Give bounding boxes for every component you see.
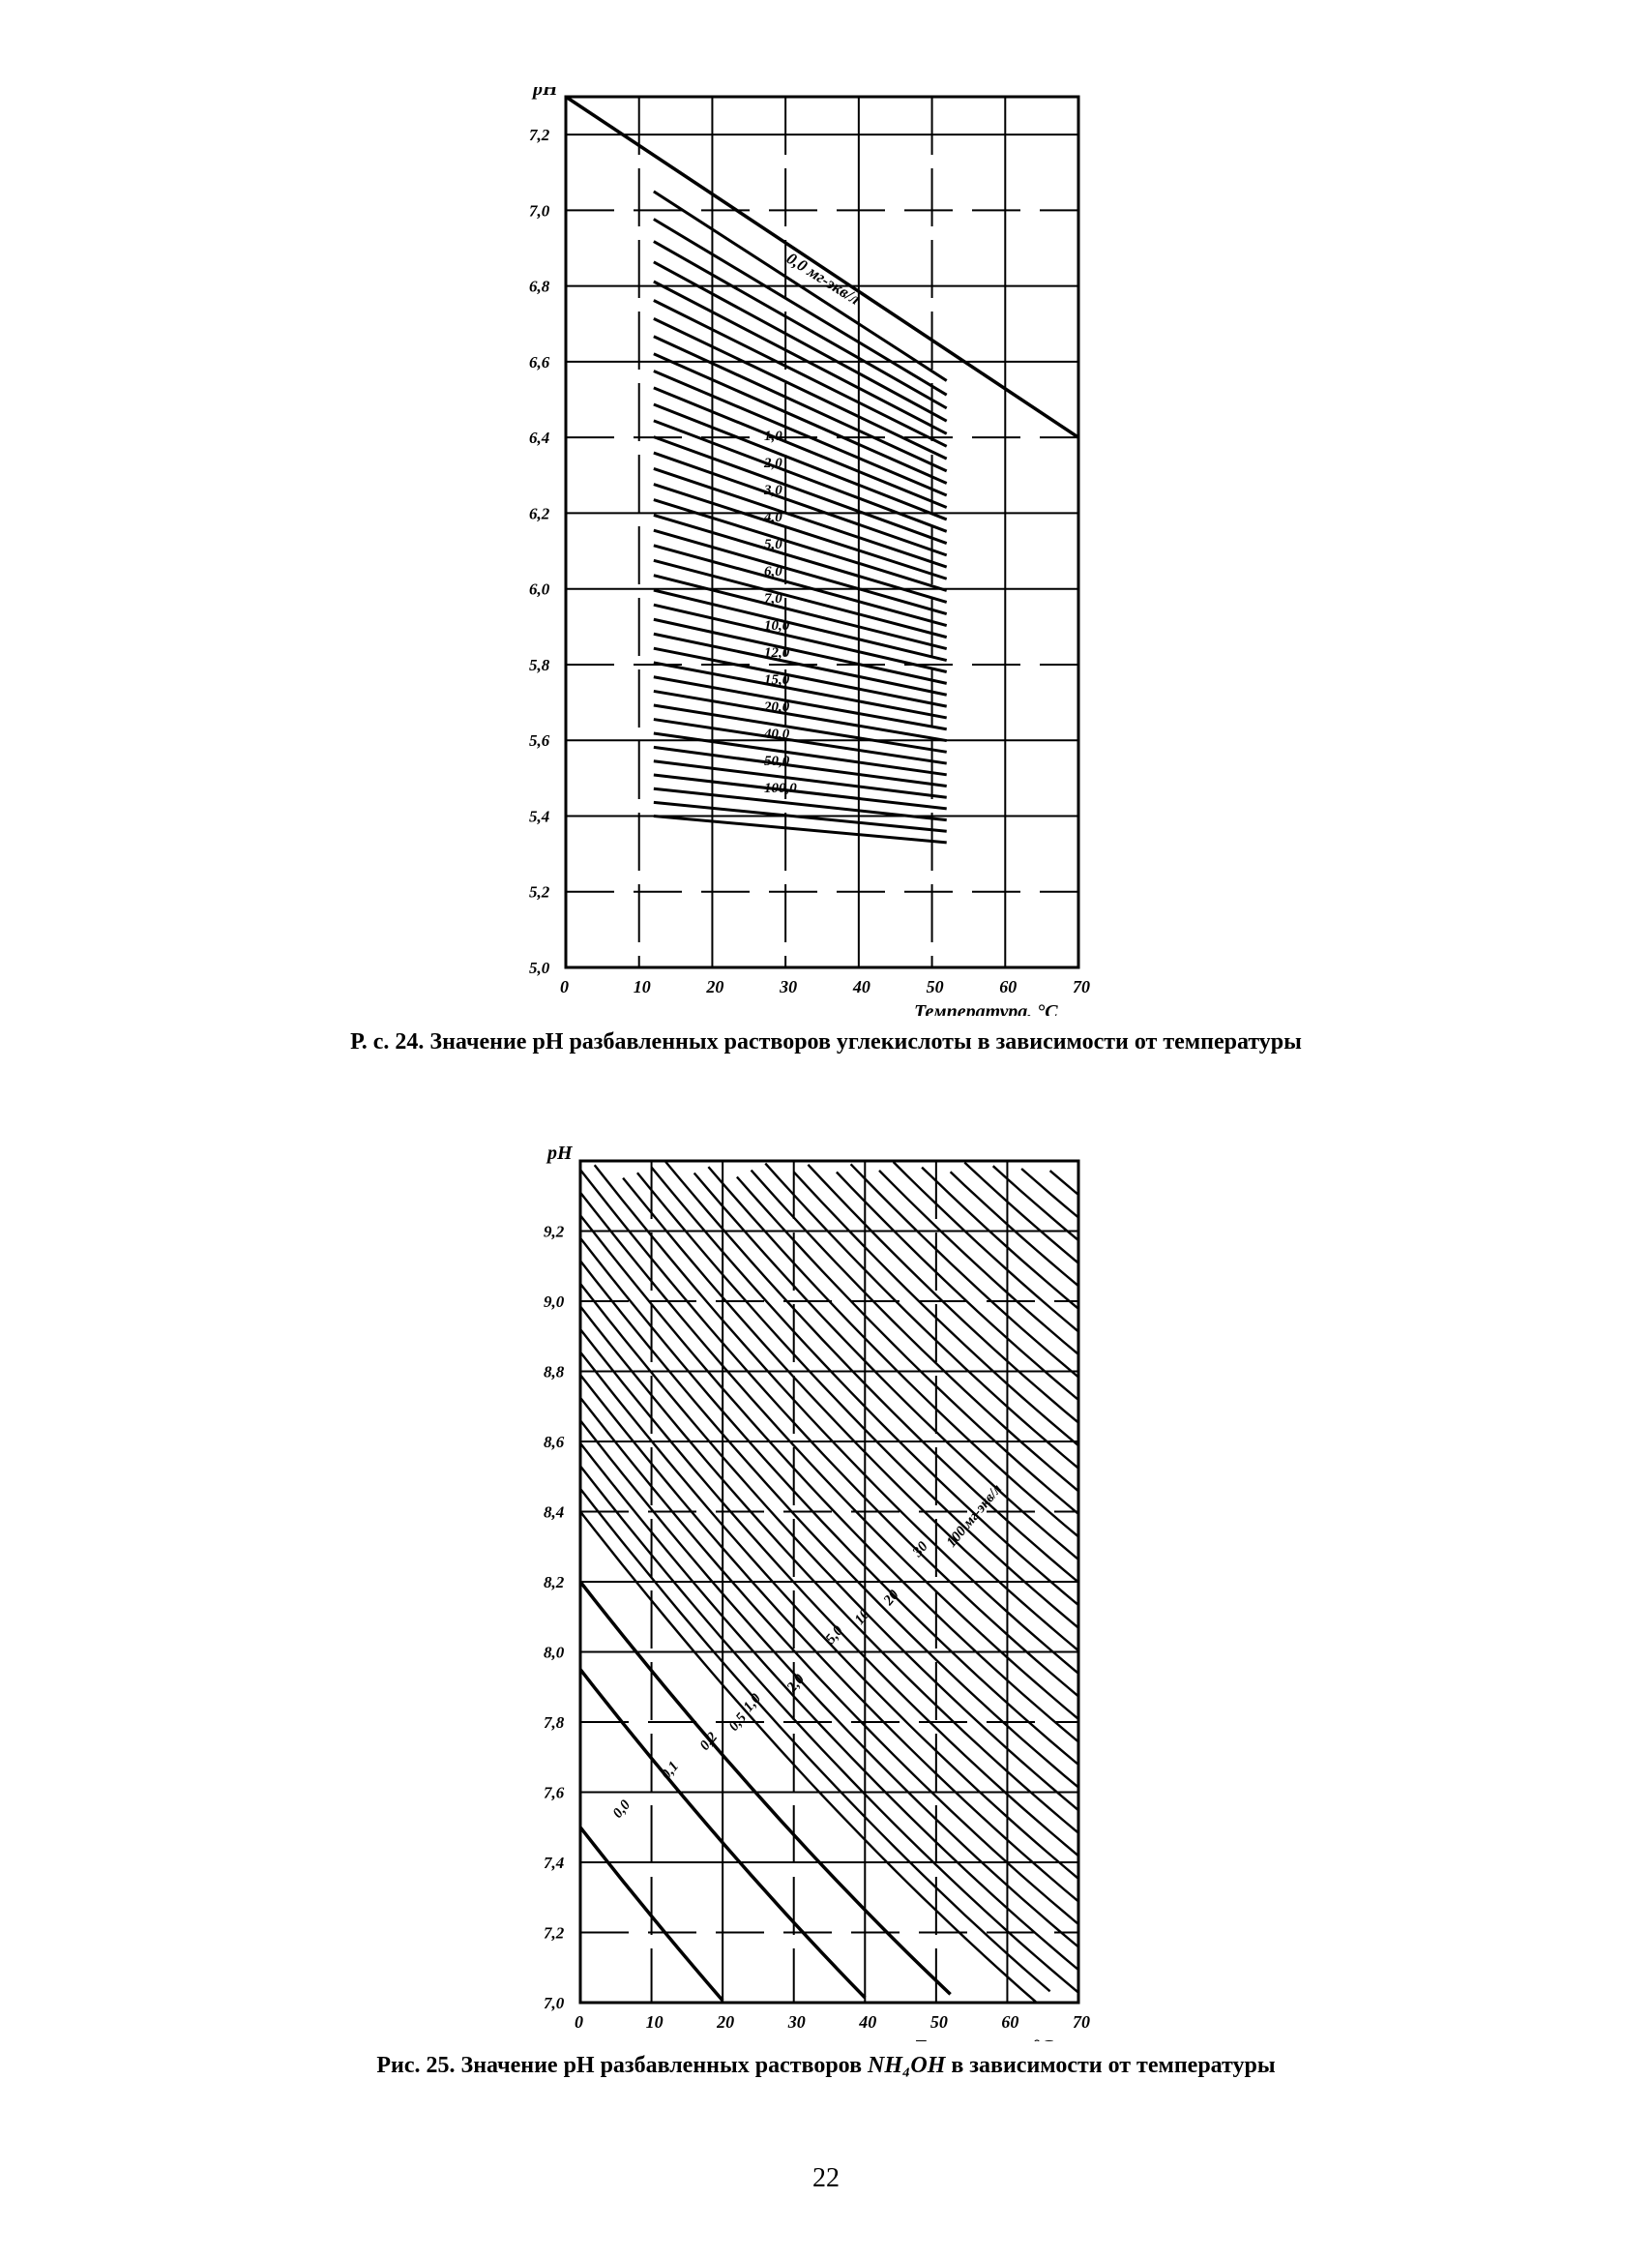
figure-25-caption: Рис. 25. Значение pH разбавленных раство…: [0, 2053, 1652, 2079]
chart1-grid: [564, 95, 1080, 969]
chart2-tick-labels: 0 10 20 30 40 50 60 70 7,0 7,2 7,4 7,6 7,8 8,0 8,2 8,4 8…: [544, 1143, 1090, 2041]
caption-formula: NH₄OH: [868, 2053, 946, 2078]
svg-text:5,0: 5,0: [529, 959, 550, 977]
svg-text:60: 60: [1001, 2012, 1018, 2032]
figure-24-chart: 0,0 мг-экв/л1,02,03,04,05,06,07,010,012,…: [529, 87, 1090, 1016]
svg-text:6,4: 6,4: [529, 429, 549, 447]
svg-text:5,8: 5,8: [529, 656, 550, 674]
svg-text:7,0: 7,0: [529, 201, 550, 220]
svg-text:15,0: 15,0: [764, 672, 790, 688]
svg-text:7,2: 7,2: [529, 126, 550, 144]
svg-text:7,6: 7,6: [544, 1784, 565, 1802]
svg-text:30: 30: [909, 1538, 931, 1560]
svg-text:0,0: 0,0: [610, 1797, 634, 1822]
svg-text:100,0: 100,0: [764, 781, 797, 796]
svg-text:5,2: 5,2: [529, 883, 550, 902]
svg-text:20: 20: [716, 2012, 734, 2032]
svg-text:8,2: 8,2: [544, 1573, 565, 1591]
svg-text:50,0: 50,0: [764, 754, 790, 769]
svg-text:20,0: 20,0: [763, 699, 790, 715]
caption-prefix: Рис. 25. Значение pH разбавленных раство…: [376, 2053, 869, 2078]
svg-text:4,0: 4,0: [763, 510, 782, 525]
svg-text:70: 70: [1073, 2012, 1090, 2032]
svg-text:10,0: 10,0: [764, 618, 790, 634]
svg-text:7,0: 7,0: [544, 1994, 565, 2012]
svg-text:7,4: 7,4: [544, 1854, 564, 1872]
svg-text:6,2: 6,2: [529, 504, 550, 522]
svg-text:40: 40: [852, 977, 870, 996]
svg-text:0,1: 0,1: [659, 1759, 682, 1783]
svg-text:30: 30: [787, 2012, 806, 2032]
chart1-curves: 0,0 мг-экв/л1,02,03,04,05,06,07,010,012,…: [565, 95, 1079, 845]
svg-text:20: 20: [880, 1587, 902, 1609]
svg-text:7,0: 7,0: [764, 591, 782, 607]
svg-text:5,6: 5,6: [529, 731, 550, 750]
svg-text:20: 20: [705, 977, 723, 996]
svg-text:60: 60: [999, 977, 1017, 996]
caption-suffix: в зависимости от температуры: [945, 2053, 1276, 2078]
svg-text:9,2: 9,2: [544, 1223, 565, 1241]
svg-text:6,6: 6,6: [529, 353, 550, 371]
svg-text:50: 50: [930, 2012, 948, 2032]
svg-text:50: 50: [927, 977, 944, 996]
svg-text:9,0: 9,0: [544, 1292, 565, 1311]
svg-text:5,4: 5,4: [529, 807, 549, 825]
svg-text:1,0: 1,0: [764, 429, 782, 444]
svg-text:40,0: 40,0: [763, 727, 790, 742]
svg-text:7,2: 7,2: [544, 1924, 565, 1943]
svg-text:pH: pH: [531, 87, 559, 100]
figure-24-caption: Р. с. 24. Значение pH разбавленных раств…: [350, 1029, 1302, 1055]
svg-text:5,0: 5,0: [764, 537, 782, 552]
chart1-tick-labels: 0 10 20 30 40 50 60 70 5,0 5,2 5,4 5,6 5,8 6,0 6,2 6,4 6…: [529, 87, 1090, 1016]
svg-text:8,0: 8,0: [544, 1644, 565, 1662]
svg-text:8,8: 8,8: [544, 1363, 565, 1382]
svg-text:0: 0: [575, 2012, 583, 2032]
svg-text:12,0: 12,0: [764, 645, 790, 661]
svg-text:10: 10: [646, 2012, 664, 2032]
svg-text:Температура, °C: Температура, °C: [914, 1001, 1058, 1016]
svg-text:7,8: 7,8: [544, 1713, 565, 1732]
svg-text:2,0: 2,0: [783, 1672, 808, 1697]
svg-text:3,0: 3,0: [763, 483, 782, 498]
svg-text:Температура °C: Температура °C: [914, 2036, 1053, 2041]
svg-text:0: 0: [560, 977, 569, 996]
svg-text:40: 40: [858, 2012, 876, 2032]
svg-text:6,0: 6,0: [764, 564, 782, 579]
svg-text:5,0: 5,0: [823, 1623, 847, 1648]
svg-text:8,4: 8,4: [544, 1503, 564, 1522]
page-number: 22: [812, 2163, 840, 2193]
svg-text:10: 10: [634, 977, 651, 996]
svg-text:8,6: 8,6: [544, 1433, 565, 1451]
svg-text:6,8: 6,8: [529, 278, 550, 296]
svg-text:30: 30: [779, 977, 797, 996]
svg-text:2,0: 2,0: [763, 456, 782, 471]
svg-text:6,0: 6,0: [529, 580, 550, 599]
svg-text:70: 70: [1073, 977, 1090, 996]
svg-text:pH: pH: [546, 1143, 574, 1164]
